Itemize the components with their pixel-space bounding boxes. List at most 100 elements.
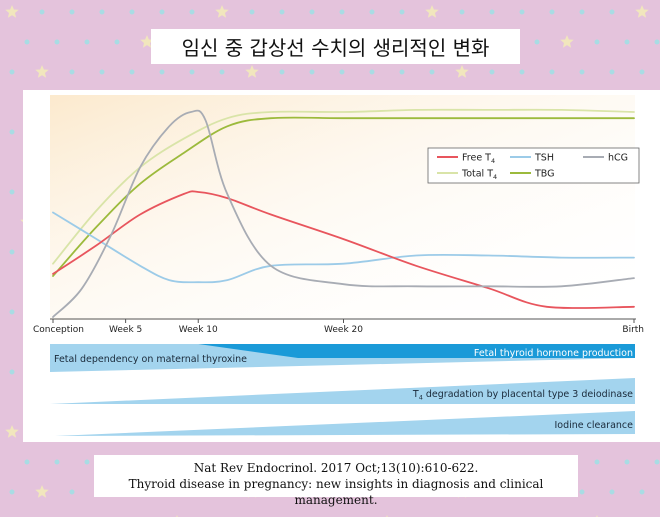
x-tick-label: Week 20 bbox=[324, 325, 363, 335]
series-line-total-t4 bbox=[52, 108, 635, 265]
page-title: 임신 중 갑상선 수치의 생리적인 변화 bbox=[151, 29, 520, 64]
polka-dot bbox=[459, 9, 465, 15]
legend-label: Free T4 bbox=[462, 153, 495, 166]
polka-dot bbox=[489, 9, 495, 15]
polka-dot bbox=[429, 69, 435, 75]
polka-dot bbox=[654, 459, 660, 465]
band-iodine-clearance bbox=[55, 411, 635, 436]
polka-dot bbox=[9, 309, 15, 315]
polka-dot bbox=[519, 69, 525, 75]
polka-dot bbox=[69, 9, 75, 15]
band-label-fetal-production: Fetal thyroid hormone production bbox=[474, 348, 633, 359]
polka-dot bbox=[519, 9, 525, 15]
star-icon bbox=[5, 5, 19, 18]
legend-label: TSH bbox=[534, 153, 554, 164]
polka-dot bbox=[654, 39, 660, 45]
polka-dot bbox=[609, 69, 615, 75]
polka-dot bbox=[549, 69, 555, 75]
citation-line-2: Thyroid disease in pregnancy: new insigh… bbox=[128, 477, 544, 507]
x-tick-label: Week 5 bbox=[109, 325, 142, 335]
polka-dot bbox=[9, 129, 15, 135]
polka-dot bbox=[594, 39, 600, 45]
legend-box bbox=[427, 147, 640, 184]
polka-dot bbox=[189, 69, 195, 75]
polka-dot bbox=[84, 459, 90, 465]
polka-dot bbox=[99, 9, 105, 15]
star-icon bbox=[455, 65, 469, 78]
star-icon bbox=[35, 485, 49, 498]
legend-label: Total T4 bbox=[461, 169, 497, 182]
polka-dot bbox=[639, 69, 645, 75]
band-label-t4-degradation-subscript: 4 bbox=[419, 394, 423, 402]
legend-label: hCG bbox=[608, 153, 628, 164]
series-line-free-t4 bbox=[52, 190, 635, 310]
star-icon bbox=[425, 5, 439, 18]
series-line-hcg bbox=[52, 109, 635, 318]
polka-dot bbox=[84, 39, 90, 45]
polka-dot bbox=[639, 489, 645, 495]
band-fetal-production bbox=[198, 344, 635, 358]
plot-area-shading bbox=[50, 95, 635, 320]
polka-dot bbox=[309, 9, 315, 15]
polka-dot bbox=[579, 9, 585, 15]
polka-dot bbox=[54, 39, 60, 45]
polka-dot bbox=[189, 9, 195, 15]
band-label-t4-degradation-rest: degradation by placental type 3 deiodina… bbox=[423, 389, 633, 400]
polka-dot bbox=[369, 9, 375, 15]
citation-caption: Nat Rev Endocrinol. 2017 Oct;13(10):610-… bbox=[94, 455, 578, 507]
polka-dot bbox=[219, 69, 225, 75]
polka-dot bbox=[339, 9, 345, 15]
polka-dot bbox=[24, 39, 30, 45]
polka-dot bbox=[399, 9, 405, 15]
star-icon bbox=[140, 35, 154, 48]
polka-dot bbox=[609, 9, 615, 15]
legend-label-subscript: 4 bbox=[493, 173, 497, 181]
polka-dot bbox=[594, 459, 600, 465]
polka-dot bbox=[39, 9, 45, 15]
figure-panel: Conception Week 5 Week 10 Week 20 Birth Free… bbox=[23, 90, 660, 442]
star-icon bbox=[215, 5, 229, 18]
star-icon bbox=[635, 5, 649, 18]
x-tick-label: Birth bbox=[622, 325, 644, 335]
star-icon bbox=[5, 425, 19, 438]
x-tick-label: Conception bbox=[33, 325, 84, 335]
star-icon bbox=[35, 65, 49, 78]
polka-dot bbox=[369, 69, 375, 75]
polka-dot bbox=[69, 69, 75, 75]
polka-dot bbox=[534, 39, 540, 45]
polka-dot bbox=[9, 369, 15, 375]
citation-line-1: Nat Rev Endocrinol. 2017 Oct;13(10):610-… bbox=[193, 461, 479, 475]
polka-dot bbox=[339, 69, 345, 75]
polka-dot bbox=[129, 69, 135, 75]
polka-dot bbox=[9, 249, 15, 255]
polka-dot bbox=[99, 69, 105, 75]
polka-dot bbox=[9, 489, 15, 495]
star-icon bbox=[245, 65, 259, 78]
band-label-iodine-clearance: Iodine clearance bbox=[554, 420, 633, 431]
polka-dot bbox=[54, 459, 60, 465]
polka-dot bbox=[579, 69, 585, 75]
polka-dot bbox=[249, 9, 255, 15]
series-line-tsh bbox=[52, 211, 635, 284]
polka-dot bbox=[549, 9, 555, 15]
polka-dot bbox=[129, 9, 135, 15]
star-icon bbox=[560, 35, 574, 48]
polka-dot bbox=[624, 39, 630, 45]
x-tick-label: Week 10 bbox=[179, 325, 218, 335]
polka-dot bbox=[24, 459, 30, 465]
polka-dot bbox=[399, 69, 405, 75]
polka-dot bbox=[159, 69, 165, 75]
polka-dot bbox=[114, 39, 120, 45]
band-t4-degradation bbox=[50, 378, 635, 404]
band-label-t4-degradation: T4 degradation by placental type 3 deiod… bbox=[412, 389, 633, 402]
band-label-maternal-dependency: Fetal dependency on maternal thyroxine bbox=[54, 354, 247, 365]
polka-dot bbox=[9, 69, 15, 75]
polka-dot bbox=[609, 489, 615, 495]
legend-label-subscript: 4 bbox=[491, 157, 495, 165]
page-title-text: 임신 중 갑상선 수치의 생리적인 변화 bbox=[181, 36, 490, 60]
polka-dot bbox=[159, 9, 165, 15]
polka-dot bbox=[489, 69, 495, 75]
polka-dot bbox=[624, 459, 630, 465]
polka-dot bbox=[279, 69, 285, 75]
polka-dot bbox=[579, 489, 585, 495]
